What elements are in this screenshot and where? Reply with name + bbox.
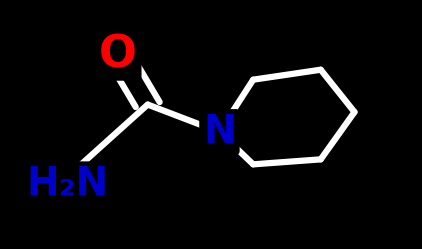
Text: N: N bbox=[203, 113, 236, 151]
Text: O: O bbox=[99, 33, 137, 76]
Text: H₂N: H₂N bbox=[27, 165, 108, 203]
